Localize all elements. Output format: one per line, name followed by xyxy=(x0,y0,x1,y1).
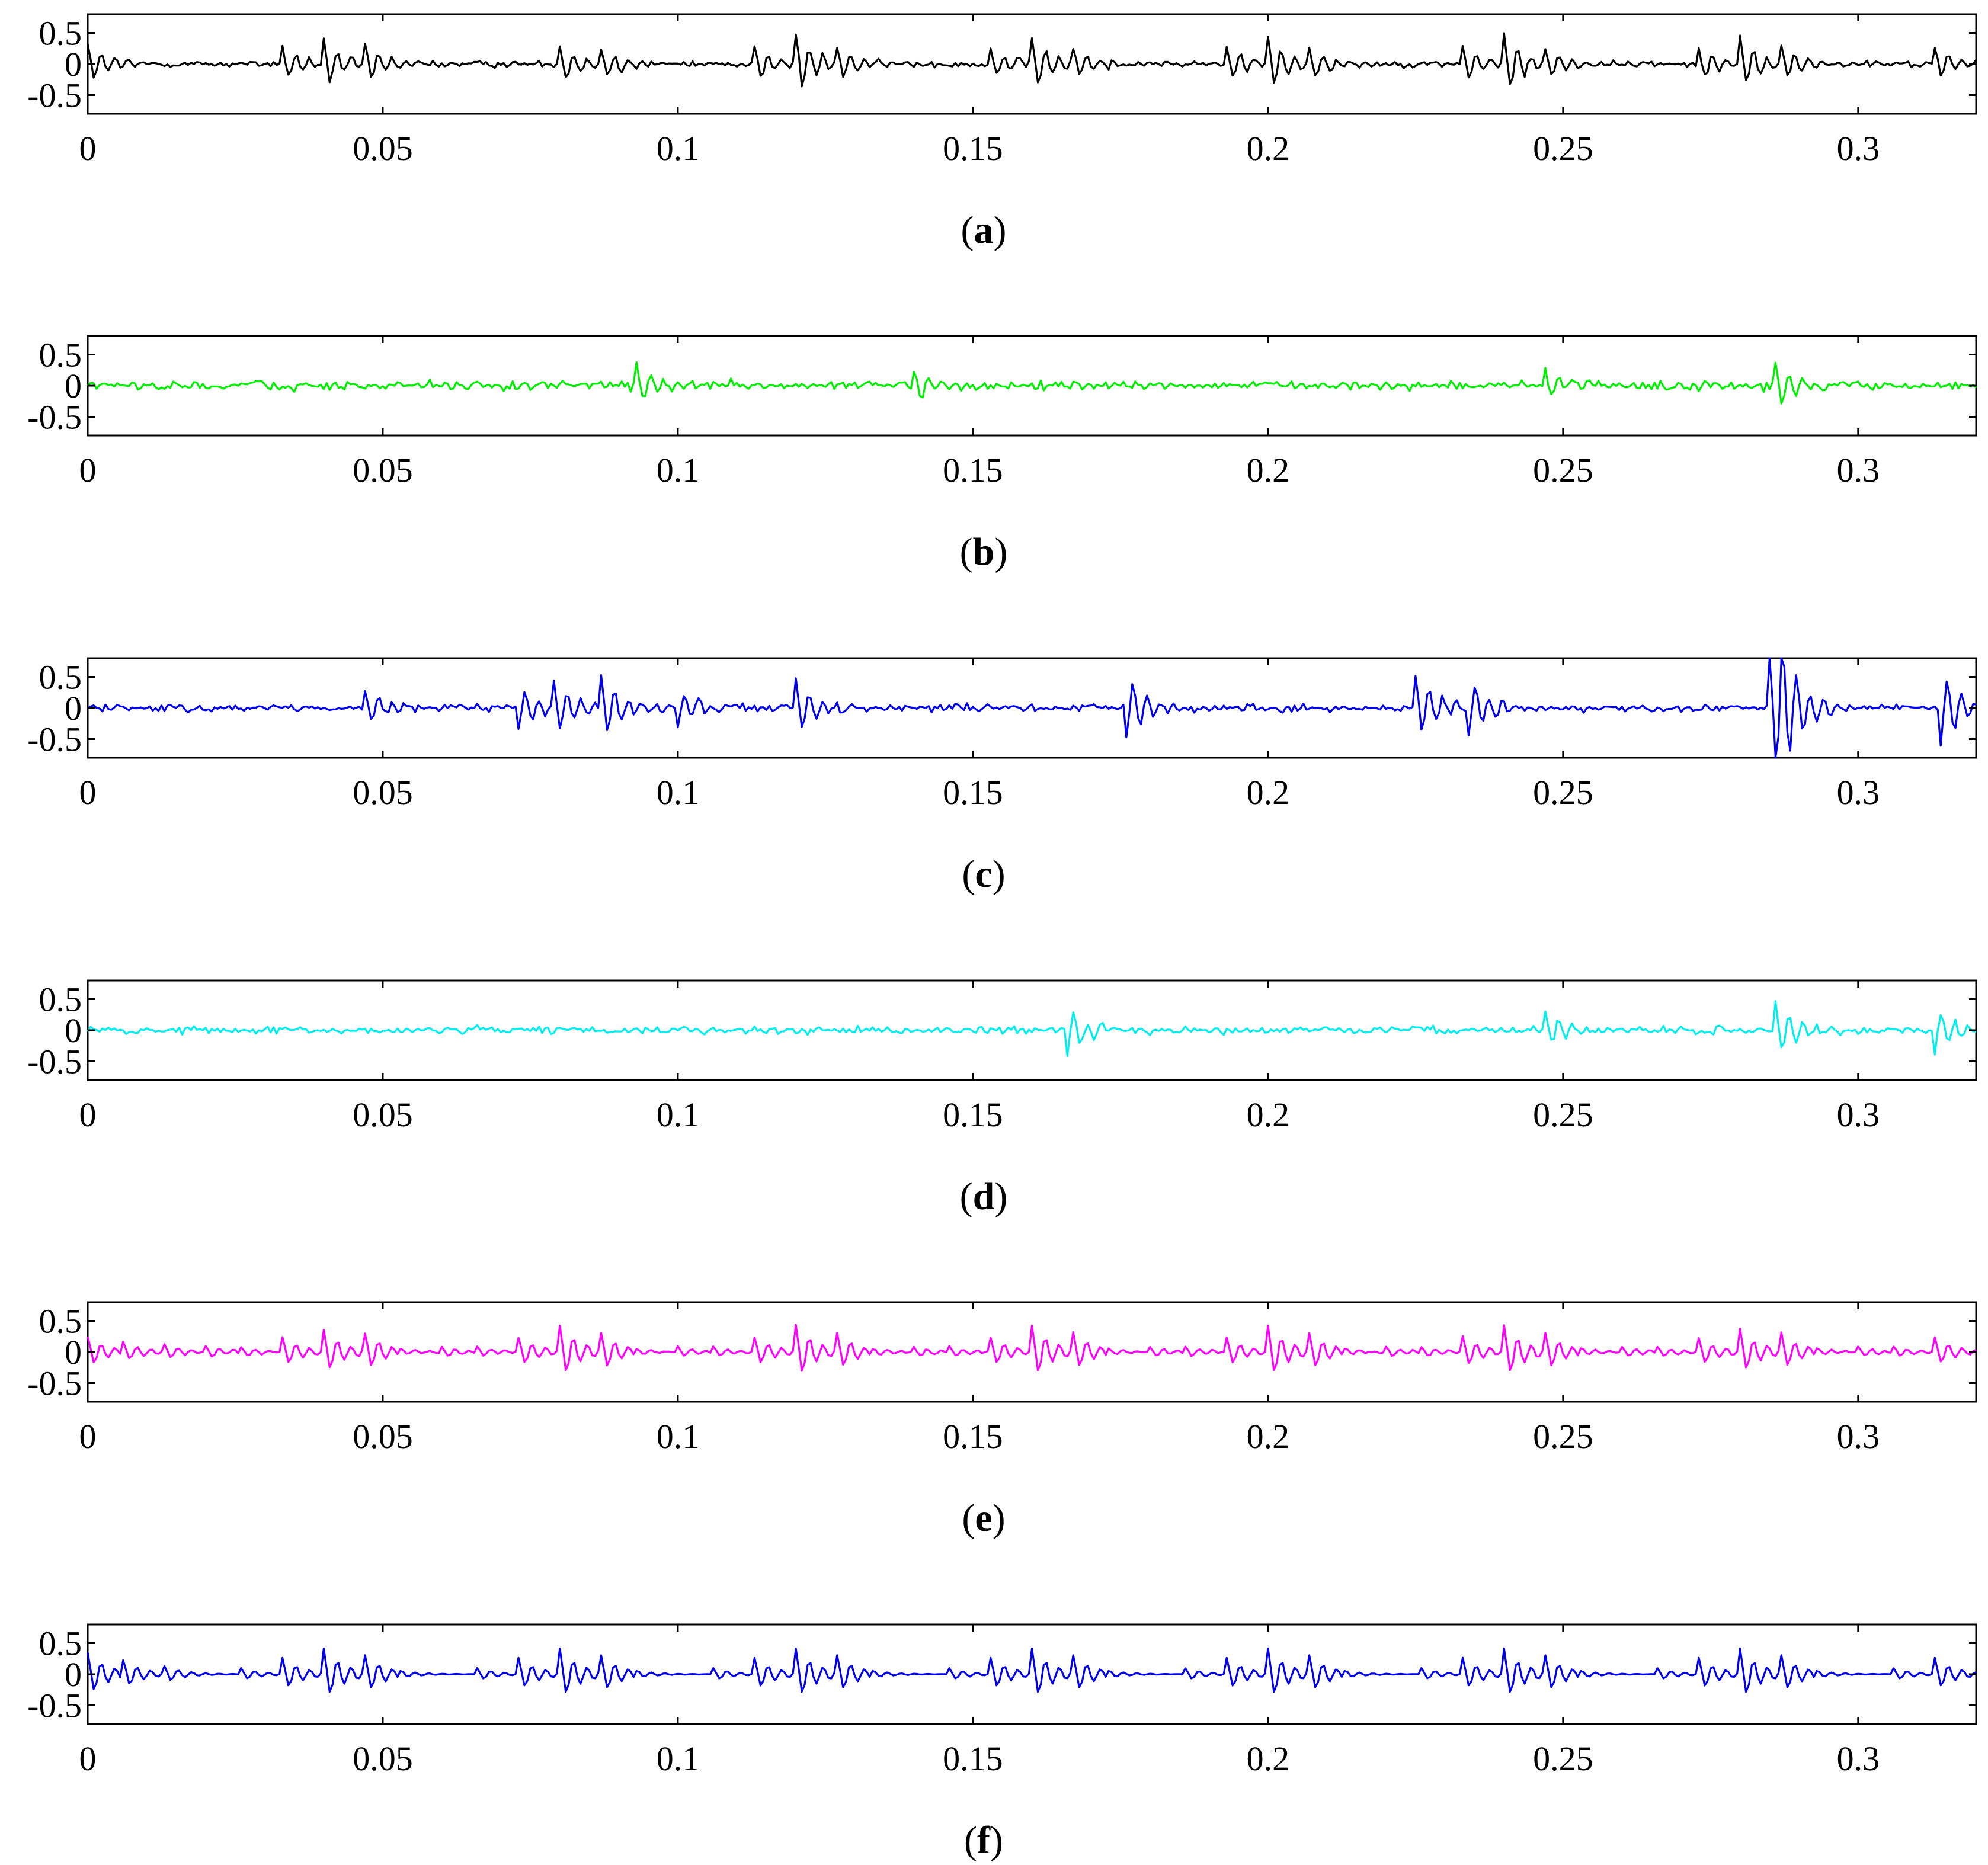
x-tick-label: 0.25 xyxy=(1533,129,1593,168)
x-tick-label: 0.1 xyxy=(657,451,700,489)
x-tick-label: 0.05 xyxy=(353,1417,413,1456)
signal-line xyxy=(87,1647,1977,1693)
x-tick-label: 0.15 xyxy=(943,1417,1003,1456)
x-tick-label: 0.3 xyxy=(1837,1095,1880,1134)
x-tick-label: 0.15 xyxy=(943,1739,1003,1778)
x-tick-label: 0.25 xyxy=(1533,1095,1593,1134)
panel-a: 0 0.05 0.1 0.15 0.2 0.25 0.30.50-0.5(a) xyxy=(27,13,1977,252)
x-tick-label: 0.2 xyxy=(1247,129,1290,168)
signal-line xyxy=(87,1000,1977,1058)
x-tick-label: 0.05 xyxy=(353,129,413,168)
x-tick-label: 0.15 xyxy=(943,451,1003,489)
panel-caption: (a) xyxy=(961,209,1007,252)
x-tick-label: 0.2 xyxy=(1247,1417,1290,1456)
x-tick-label: 0 xyxy=(79,1417,97,1456)
x-tick-label: 0.2 xyxy=(1247,1095,1290,1134)
x-tick-label: 0.05 xyxy=(353,1095,413,1134)
y-tick-label: -0.5 xyxy=(27,720,82,759)
x-tick-label: 0.2 xyxy=(1247,773,1290,812)
x-tick-label: 0.25 xyxy=(1533,451,1593,489)
x-tick-label: 0.1 xyxy=(657,129,700,168)
y-tick-label: -0.5 xyxy=(27,1043,82,1081)
x-tick-label: 0.3 xyxy=(1837,1417,1880,1456)
y-tick-label: 0 xyxy=(65,1333,82,1371)
x-tick-label: 0.15 xyxy=(943,773,1003,812)
panel-caption: (f) xyxy=(964,1819,1003,1862)
x-tick-label: 0.2 xyxy=(1247,451,1290,489)
axes-frame xyxy=(87,1301,1977,1403)
panel-b: 0 0.05 0.1 0.15 0.2 0.25 0.30.50-0.5(b) xyxy=(27,335,1977,573)
x-tick-label: 0.3 xyxy=(1837,1739,1880,1778)
x-tick-label: 0.3 xyxy=(1837,129,1880,168)
signal-line xyxy=(87,1324,1977,1372)
y-tick-label: 0.5 xyxy=(39,336,82,374)
panel-caption: (d) xyxy=(960,1175,1008,1218)
x-tick-label: 0.1 xyxy=(657,1739,700,1778)
x-tick-label: 0 xyxy=(79,451,97,489)
x-tick-label: 0.15 xyxy=(943,129,1003,168)
y-tick-label: 0 xyxy=(65,45,82,84)
signal-line xyxy=(87,361,1977,405)
y-tick-label: 0.5 xyxy=(39,14,82,53)
panel-caption: (b) xyxy=(960,530,1008,573)
x-tick-label: 0 xyxy=(79,129,97,168)
signal-line xyxy=(87,657,1977,759)
x-tick-label: 0.05 xyxy=(353,773,413,812)
y-tick-label: -0.5 xyxy=(27,76,82,115)
y-tick-label: 0 xyxy=(65,1011,82,1050)
x-tick-label: 0.05 xyxy=(353,1739,413,1778)
x-tick-label: 0.1 xyxy=(657,1417,700,1456)
y-tick-label: -0.5 xyxy=(27,398,82,437)
y-tick-label: 0.5 xyxy=(39,658,82,697)
panel-f: 0 0.05 0.1 0.15 0.2 0.25 0.30.50-0.5(f) xyxy=(27,1623,1977,1862)
panel-d: 0 0.05 0.1 0.15 0.2 0.25 0.30.50-0.5(d) xyxy=(27,979,1977,1218)
panel-e: 0 0.05 0.1 0.15 0.2 0.25 0.30.50-0.5(e) xyxy=(27,1301,1977,1540)
x-tick-label: 0.25 xyxy=(1533,773,1593,812)
y-tick-label: 0 xyxy=(65,367,82,405)
x-tick-label: 0.25 xyxy=(1533,1739,1593,1778)
x-tick-label: 0.25 xyxy=(1533,1417,1593,1456)
y-tick-label: 0.5 xyxy=(39,1302,82,1341)
y-tick-label: 0 xyxy=(65,1655,82,1694)
x-tick-label: 0.2 xyxy=(1247,1739,1290,1778)
x-tick-label: 0.05 xyxy=(353,451,413,489)
y-tick-label: -0.5 xyxy=(27,1364,82,1403)
y-tick-label: 0 xyxy=(65,689,82,728)
signal-line xyxy=(87,32,1977,88)
axes-frame xyxy=(87,657,1977,759)
x-tick-label: 0.1 xyxy=(657,1095,700,1134)
x-tick-label: 0.3 xyxy=(1837,773,1880,812)
y-tick-label: 0.5 xyxy=(39,1624,82,1663)
y-tick-label: 0.5 xyxy=(39,980,82,1019)
x-tick-label: 0 xyxy=(79,773,97,812)
x-tick-label: 0 xyxy=(79,1739,97,1778)
x-tick-label: 0 xyxy=(79,1095,97,1134)
panel-caption: (e) xyxy=(962,1497,1005,1540)
y-tick-label: -0.5 xyxy=(27,1687,82,1725)
x-tick-label: 0.1 xyxy=(657,773,700,812)
x-tick-label: 0.3 xyxy=(1837,451,1880,489)
panel-c: 0 0.05 0.1 0.15 0.2 0.25 0.30.50-0.5(c) xyxy=(27,657,1977,896)
panel-caption: (c) xyxy=(962,853,1005,896)
x-tick-label: 0.15 xyxy=(943,1095,1003,1134)
